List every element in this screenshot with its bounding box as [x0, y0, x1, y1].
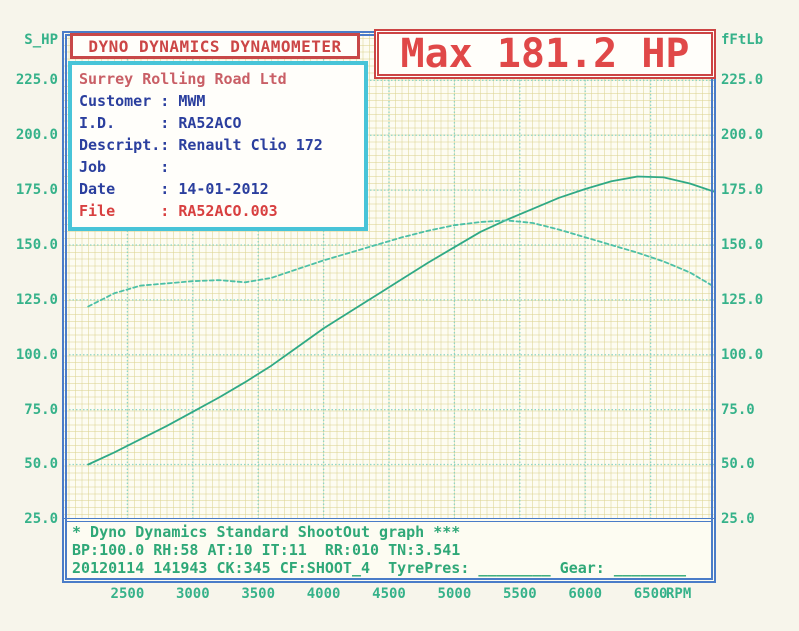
right-ytick-label: 100.0 — [721, 346, 764, 363]
dyno-chart — [62, 31, 716, 583]
left-ytick-label: 50.0 — [24, 456, 58, 473]
xtick-label: 6500 — [633, 586, 668, 602]
right-ytick-label: 125.0 — [721, 291, 764, 308]
info-line: I.D. : RA52ACO — [79, 114, 242, 132]
power-curve — [87, 175, 716, 466]
right-axis-title: fFtLb — [721, 32, 764, 48]
left-axis-title: S_HP — [24, 32, 58, 48]
left-ytick-label: 75.0 — [24, 401, 58, 418]
info-line: Surrey Rolling Road Ltd — [79, 70, 287, 88]
left-ytick-label: 225.0 — [15, 72, 58, 89]
right-ytick-label: 25.0 — [721, 511, 755, 528]
dyno-title-box: DYNO DYNAMICS DYNAMOMETER — [70, 33, 360, 59]
xtick-label: 4500 — [372, 586, 406, 602]
left-ytick-label: 200.0 — [15, 127, 58, 144]
max-power-box: Max 181.2 HP — [374, 29, 716, 79]
max-power-text: Max 181.2 HP — [400, 31, 690, 77]
left-ytick-label: 25.0 — [24, 511, 58, 528]
right-ytick-label: 200.0 — [721, 127, 764, 144]
right-ytick-label: 225.0 — [721, 72, 764, 89]
right-ytick-label: 50.0 — [721, 456, 755, 473]
xtick-label: 3500 — [241, 586, 276, 602]
xtick-label: 4000 — [306, 586, 341, 602]
xtick-label: 2500 — [110, 586, 145, 602]
info-line: Descript.: Renault Clio 172 — [79, 136, 323, 154]
torque-curve — [87, 219, 716, 308]
run-info-box: Surrey Rolling Road Ltd Customer : MWM I.D… — [68, 61, 368, 231]
left-ytick-label: 175.0 — [15, 182, 58, 199]
info-line: Customer : MWM — [79, 92, 206, 110]
info-line: File : RA52ACO.003 — [79, 202, 278, 220]
dyno-title-text: DYNO DYNAMICS DYNAMOMETER — [88, 36, 342, 56]
xtick-label: 5500 — [502, 586, 537, 602]
footer-line: 20120114 141943 CK:345 CF:SHOOT_4 TyrePr… — [72, 559, 687, 577]
xtick-label: 3000 — [175, 586, 210, 602]
footer-stats-box: * Dyno Dynamics Standard ShootOut graph … — [62, 518, 716, 583]
info-line: Date : 14-01-2012 — [79, 180, 269, 198]
xtick-label: 6000 — [568, 586, 603, 602]
left-ytick-label: 125.0 — [15, 291, 58, 308]
right-ytick-label: 150.0 — [721, 236, 764, 253]
x-axis-unit-label: RPM — [666, 586, 692, 602]
xtick-label: 5000 — [437, 586, 472, 602]
left-ytick-label: 150.0 — [15, 236, 58, 253]
footer-line: BP:100.0 RH:58 AT:10 IT:11 RR:010 TN:3.5… — [72, 541, 461, 559]
right-ytick-label: 75.0 — [721, 401, 755, 418]
footer-line: * Dyno Dynamics Standard ShootOut graph … — [72, 523, 461, 541]
info-line: Job : — [79, 158, 170, 176]
right-ytick-label: 175.0 — [721, 182, 764, 199]
left-ytick-label: 100.0 — [15, 346, 58, 363]
